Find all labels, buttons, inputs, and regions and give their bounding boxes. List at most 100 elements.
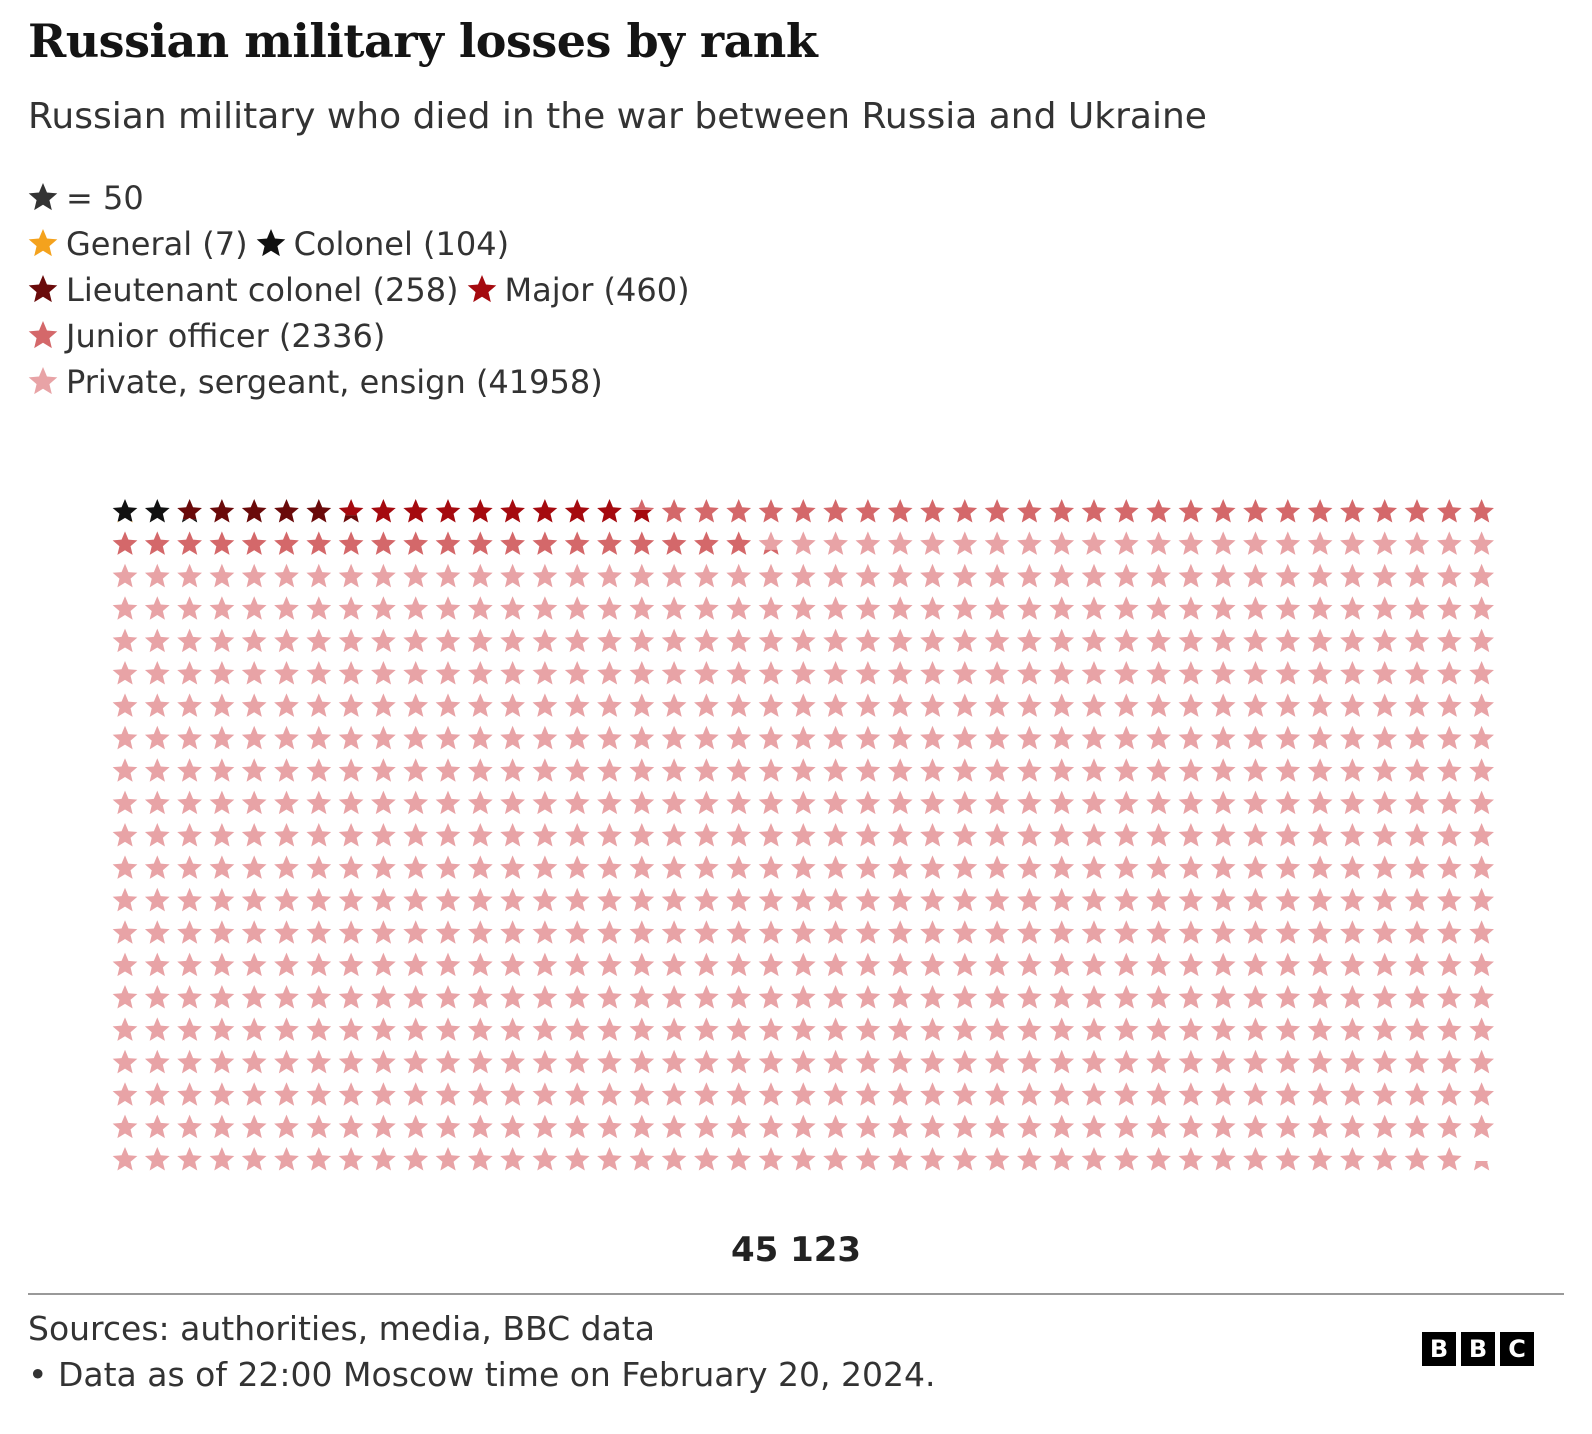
star-private	[823, 725, 848, 750]
star-private	[1113, 725, 1139, 750]
star-private	[823, 823, 848, 847]
star-private	[1275, 985, 1301, 1009]
star-private	[1243, 596, 1268, 620]
star-private	[467, 887, 493, 912]
star-private	[500, 1017, 525, 1041]
star-private	[241, 1049, 267, 1074]
star-private	[467, 563, 493, 588]
star-private	[1275, 758, 1301, 782]
star-private	[435, 920, 461, 944]
star-private	[371, 920, 396, 944]
star-private	[726, 596, 752, 620]
legend-item-junior-officer: Junior officer (2336)	[28, 317, 385, 355]
star-private	[823, 1017, 848, 1041]
star-private	[241, 1147, 267, 1171]
star-private	[887, 563, 913, 588]
star-private	[1275, 531, 1301, 555]
star-private	[338, 596, 364, 620]
star-private	[855, 531, 881, 555]
star-private	[887, 1114, 913, 1139]
star-private	[467, 920, 493, 944]
star-private	[1178, 1017, 1204, 1041]
star-private	[855, 952, 881, 977]
star-private	[694, 790, 719, 815]
legend-row: Private, sergeant, ensign (41958)	[28, 359, 698, 405]
star-private	[597, 758, 622, 782]
star-private	[1372, 1114, 1398, 1139]
star-private	[1307, 920, 1333, 944]
star-private	[984, 887, 1010, 912]
star-private	[629, 693, 655, 717]
star-private	[1210, 1147, 1236, 1171]
star-private	[726, 1147, 752, 1171]
star-private	[758, 855, 784, 879]
star-private	[758, 758, 784, 782]
star-private	[694, 1049, 719, 1074]
star-private	[758, 693, 784, 717]
star-private	[629, 758, 655, 782]
star-private	[758, 661, 784, 685]
star-private	[758, 920, 784, 944]
star-private	[177, 1049, 202, 1074]
star-private	[823, 952, 848, 977]
star-private	[1049, 1147, 1075, 1171]
star-private	[1081, 1049, 1107, 1074]
star-private	[597, 563, 622, 588]
star-private	[920, 531, 945, 555]
star-private	[241, 823, 267, 847]
star-private	[823, 596, 848, 620]
star-private	[1275, 563, 1301, 588]
star-private	[920, 1017, 945, 1041]
star-private	[855, 758, 881, 782]
star-private	[1017, 985, 1042, 1009]
logo-letter: B	[1461, 1332, 1495, 1366]
star-private	[1469, 887, 1494, 912]
star-private	[112, 920, 138, 944]
star-junior-officer	[952, 499, 978, 523]
star-private	[177, 563, 202, 588]
star-private	[144, 823, 170, 847]
star-private	[1113, 1017, 1139, 1041]
star-private	[1404, 661, 1430, 685]
star-private	[855, 823, 881, 847]
star-private	[1340, 823, 1365, 847]
star-private	[467, 661, 493, 685]
star-private	[209, 887, 235, 912]
star-private	[920, 920, 945, 944]
legend-item-lieutenant-colonel: Lieutenant colonel (258)	[28, 271, 459, 309]
star-private	[726, 758, 752, 782]
star-private	[1404, 1082, 1430, 1106]
star-private	[952, 693, 978, 717]
legend-label-general: General (7)	[66, 225, 248, 263]
star-private	[338, 693, 364, 717]
star-private	[887, 823, 913, 847]
star-private	[403, 823, 429, 847]
star-private	[1243, 920, 1268, 944]
star-private	[823, 531, 848, 555]
star-private	[435, 952, 461, 977]
star-private	[855, 693, 881, 717]
star-private	[371, 985, 396, 1009]
star-junior-officer	[1049, 499, 1075, 523]
star-junior-officer	[726, 499, 752, 523]
star-private	[694, 855, 719, 879]
star-private	[338, 563, 364, 588]
star-private	[1404, 628, 1430, 653]
star-private	[855, 1082, 881, 1106]
star-private	[532, 823, 558, 847]
star-private	[597, 596, 622, 620]
star-private	[726, 790, 752, 815]
star-private	[500, 920, 525, 944]
star-private	[1017, 952, 1042, 977]
star-private	[435, 823, 461, 847]
star-private	[597, 952, 622, 977]
star-private	[920, 1082, 945, 1106]
star-private	[597, 725, 622, 750]
star-private	[984, 758, 1010, 782]
star-private	[1469, 920, 1494, 944]
star-private	[726, 1017, 752, 1041]
star-private	[435, 563, 461, 588]
star-private	[500, 758, 525, 782]
star-private	[338, 920, 364, 944]
